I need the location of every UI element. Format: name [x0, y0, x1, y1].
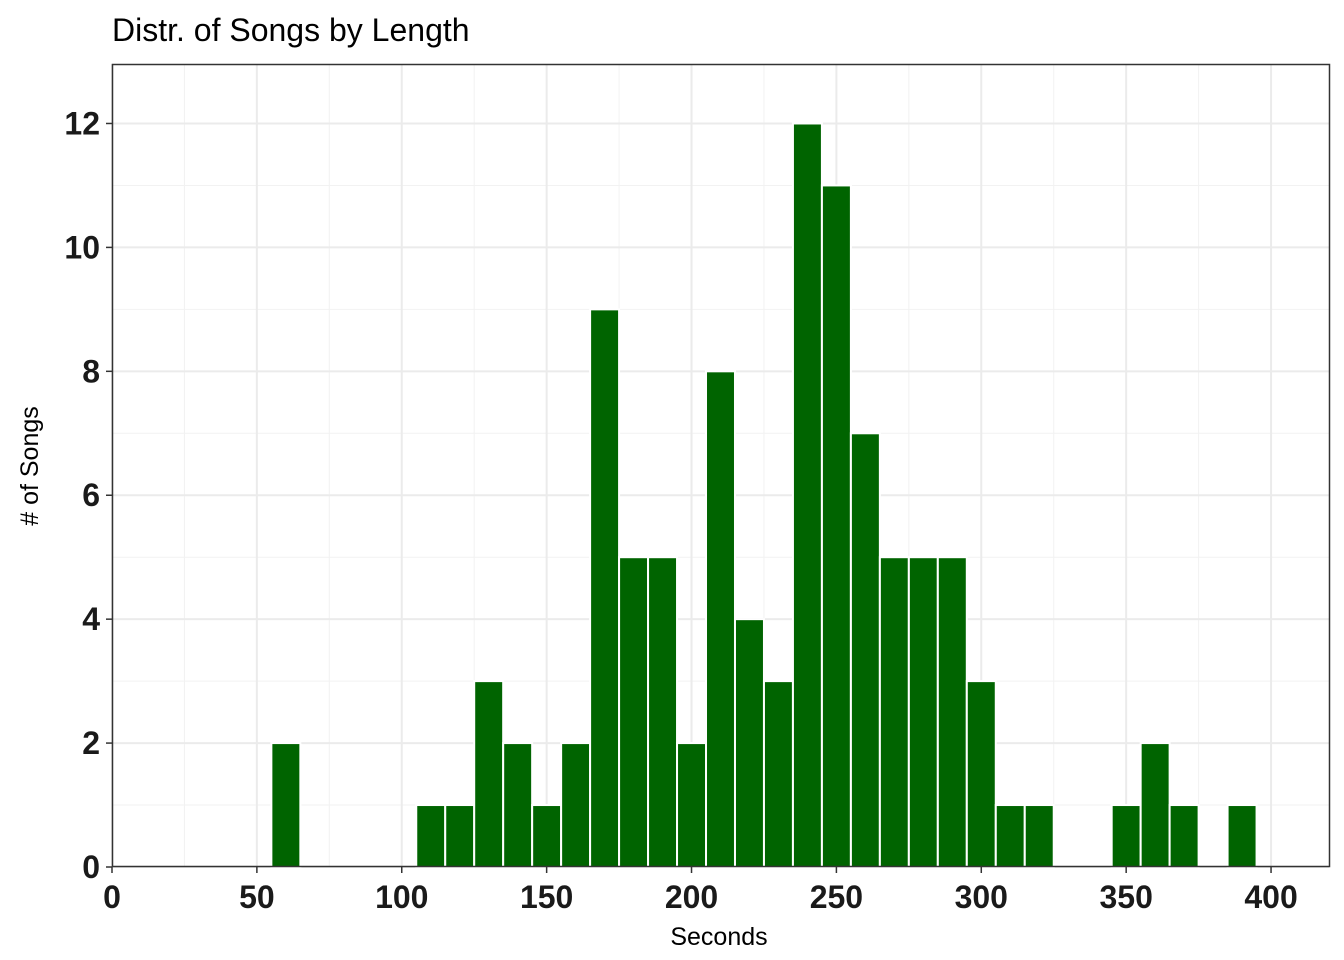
- x-tick-label: 100: [375, 879, 428, 915]
- histogram-bar: [849, 432, 881, 868]
- histogram-bar: [1023, 804, 1055, 868]
- histogram-bar: [415, 804, 447, 868]
- histogram-bar: [1168, 804, 1200, 868]
- y-axis-ticks: 0 2 4 6 8 10 12: [64, 105, 112, 885]
- y-axis-title: # of Songs: [16, 406, 44, 526]
- histogram-bar: [1139, 742, 1171, 869]
- y-tick-label: 10: [64, 229, 100, 265]
- x-tick-label: 400: [1244, 879, 1297, 915]
- x-axis-title: Seconds: [670, 923, 767, 951]
- histogram-bar: [473, 680, 505, 868]
- histogram-bar: [444, 804, 476, 868]
- histogram-bar: [965, 680, 997, 868]
- x-tick-label: 200: [665, 879, 718, 915]
- y-tick-label: 0: [82, 849, 100, 885]
- histogram-bar: [733, 618, 765, 869]
- histogram-bar: [878, 556, 910, 868]
- x-tick-label: 250: [810, 879, 863, 915]
- histogram-bar: [907, 556, 939, 868]
- y-tick-label: 2: [82, 725, 100, 761]
- histogram-bar: [1110, 804, 1142, 868]
- histogram-bar: [270, 742, 302, 869]
- x-tick-label: 50: [239, 879, 275, 915]
- histogram-bar: [791, 122, 823, 868]
- histogram-bar: [560, 742, 592, 869]
- histogram-bar: [502, 742, 534, 869]
- x-tick-label: 300: [955, 879, 1008, 915]
- x-tick-label: 350: [1099, 879, 1152, 915]
- y-tick-label: 4: [82, 601, 100, 637]
- histogram-bar: [647, 556, 679, 868]
- chart-title: Distr. of Songs by Length: [112, 12, 470, 48]
- histogram-bar: [618, 556, 650, 868]
- histogram-bar: [676, 742, 708, 869]
- histogram-bar: [936, 556, 968, 868]
- histogram-bar: [762, 680, 794, 868]
- x-tick-label: 0: [103, 879, 121, 915]
- histogram-bar: [705, 370, 736, 868]
- histogram-bar: [531, 804, 563, 868]
- histogram-bar: [994, 804, 1026, 868]
- x-tick-label: 150: [520, 879, 573, 915]
- y-tick-label: 8: [82, 353, 100, 389]
- histogram-bar: [589, 308, 621, 869]
- y-tick-label: 12: [64, 105, 100, 141]
- y-tick-label: 6: [82, 477, 100, 513]
- plot-border: [111, 63, 1331, 868]
- histogram-bar: [820, 184, 852, 869]
- x-axis-ticks: 0 50 100 150 200 250 300 350 400: [103, 867, 1298, 915]
- histogram-bar: [1226, 804, 1258, 868]
